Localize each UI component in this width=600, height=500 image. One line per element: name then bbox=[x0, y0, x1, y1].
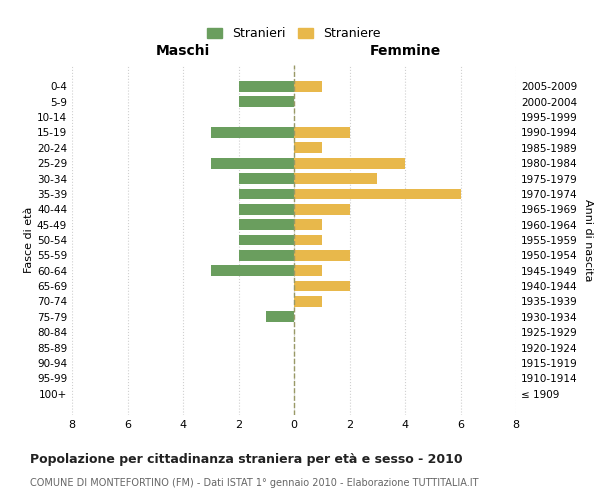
Bar bbox=[294, 127, 349, 138]
Bar bbox=[239, 219, 294, 230]
Bar bbox=[239, 234, 294, 246]
Y-axis label: Anni di nascita: Anni di nascita bbox=[583, 198, 593, 281]
Bar bbox=[294, 158, 405, 168]
Bar bbox=[294, 173, 377, 184]
Text: COMUNE DI MONTEFORTINO (FM) - Dati ISTAT 1° gennaio 2010 - Elaborazione TUTTITAL: COMUNE DI MONTEFORTINO (FM) - Dati ISTAT… bbox=[30, 478, 479, 488]
Bar bbox=[294, 81, 322, 92]
Bar bbox=[294, 204, 349, 214]
Bar bbox=[239, 188, 294, 200]
Bar bbox=[294, 280, 349, 291]
Bar bbox=[294, 188, 461, 200]
Bar bbox=[211, 158, 294, 168]
Bar bbox=[294, 234, 322, 246]
Bar bbox=[294, 250, 349, 261]
Bar bbox=[239, 173, 294, 184]
Bar bbox=[239, 81, 294, 92]
Bar bbox=[239, 96, 294, 107]
Bar bbox=[239, 250, 294, 261]
Text: Popolazione per cittadinanza straniera per età e sesso - 2010: Popolazione per cittadinanza straniera p… bbox=[30, 452, 463, 466]
Bar bbox=[294, 142, 322, 153]
Bar bbox=[211, 127, 294, 138]
Bar bbox=[266, 312, 294, 322]
Bar bbox=[211, 266, 294, 276]
Bar bbox=[294, 266, 322, 276]
Text: Femmine: Femmine bbox=[370, 44, 440, 58]
Text: Maschi: Maschi bbox=[156, 44, 210, 58]
Legend: Stranieri, Straniere: Stranieri, Straniere bbox=[202, 22, 386, 46]
Y-axis label: Fasce di età: Fasce di età bbox=[24, 207, 34, 273]
Bar bbox=[294, 296, 322, 307]
Bar bbox=[239, 204, 294, 214]
Bar bbox=[294, 219, 322, 230]
